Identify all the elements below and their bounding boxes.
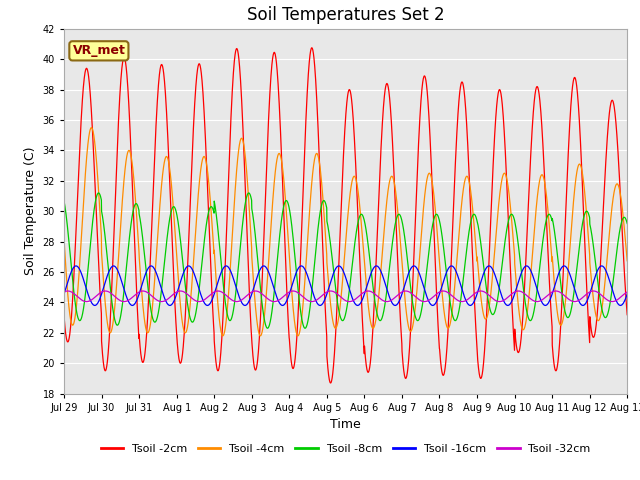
Tsoil -16cm [276, 301, 284, 307]
Tsoil -4cm [219, 333, 227, 339]
Tsoil -8cm [60, 198, 68, 204]
Y-axis label: Soil Temperature (C): Soil Temperature (C) [24, 147, 37, 276]
Tsoil -32cm [125, 298, 132, 303]
Tsoil -16cm [158, 287, 166, 293]
Tsoil -2cm [60, 313, 68, 319]
Tsoil -8cm [264, 325, 271, 331]
Tsoil -4cm [276, 152, 284, 158]
Tsoil -32cm [552, 288, 559, 294]
Line: Tsoil -32cm: Tsoil -32cm [64, 291, 627, 301]
Tsoil -2cm [308, 45, 316, 51]
Tsoil -8cm [301, 325, 308, 331]
Tsoil -4cm [158, 179, 166, 185]
Tsoil -32cm [301, 295, 308, 301]
Tsoil -4cm [125, 148, 132, 154]
Tsoil -4cm [552, 297, 559, 302]
Tsoil -2cm [124, 91, 132, 97]
Line: Tsoil -2cm: Tsoil -2cm [64, 48, 627, 383]
Tsoil -16cm [623, 291, 631, 297]
Tsoil -2cm [301, 154, 308, 159]
Tsoil -2cm [612, 127, 620, 132]
Tsoil -16cm [301, 266, 308, 272]
Tsoil -8cm [552, 239, 559, 244]
Tsoil -32cm [609, 299, 616, 304]
Line: Tsoil -4cm: Tsoil -4cm [64, 128, 627, 336]
Tsoil -8cm [125, 244, 132, 250]
Line: Tsoil -8cm: Tsoil -8cm [64, 193, 627, 328]
Tsoil -32cm [158, 299, 166, 304]
Tsoil -4cm [60, 236, 68, 241]
Text: VR_met: VR_met [72, 44, 125, 57]
Tsoil -16cm [60, 291, 68, 297]
Line: Tsoil -16cm: Tsoil -16cm [64, 266, 627, 305]
Tsoil -2cm [327, 380, 335, 386]
Tsoil -16cm [72, 263, 80, 269]
Tsoil -4cm [301, 279, 308, 285]
Tsoil -32cm [623, 289, 631, 295]
Legend: Tsoil -2cm, Tsoil -4cm, Tsoil -8cm, Tsoil -16cm, Tsoil -32cm: Tsoil -2cm, Tsoil -4cm, Tsoil -8cm, Tsoi… [96, 439, 595, 458]
Tsoil -32cm [612, 298, 620, 303]
Tsoil -8cm [612, 251, 620, 256]
Tsoil -8cm [95, 190, 102, 196]
Tsoil -8cm [158, 284, 166, 290]
X-axis label: Time: Time [330, 418, 361, 431]
Tsoil -2cm [158, 61, 166, 67]
Tsoil -16cm [125, 299, 132, 304]
Tsoil -4cm [612, 181, 620, 187]
Tsoil -16cm [616, 302, 624, 308]
Tsoil -4cm [623, 258, 631, 264]
Tsoil -2cm [552, 368, 559, 373]
Tsoil -16cm [612, 298, 620, 304]
Tsoil -32cm [64, 288, 72, 294]
Tsoil -8cm [276, 227, 284, 232]
Tsoil -32cm [60, 289, 68, 295]
Tsoil -2cm [623, 312, 631, 318]
Title: Soil Temperatures Set 2: Soil Temperatures Set 2 [247, 6, 444, 24]
Tsoil -8cm [623, 221, 631, 227]
Tsoil -4cm [88, 125, 95, 131]
Tsoil -2cm [276, 117, 284, 122]
Tsoil -32cm [276, 296, 284, 302]
Tsoil -16cm [552, 280, 559, 286]
